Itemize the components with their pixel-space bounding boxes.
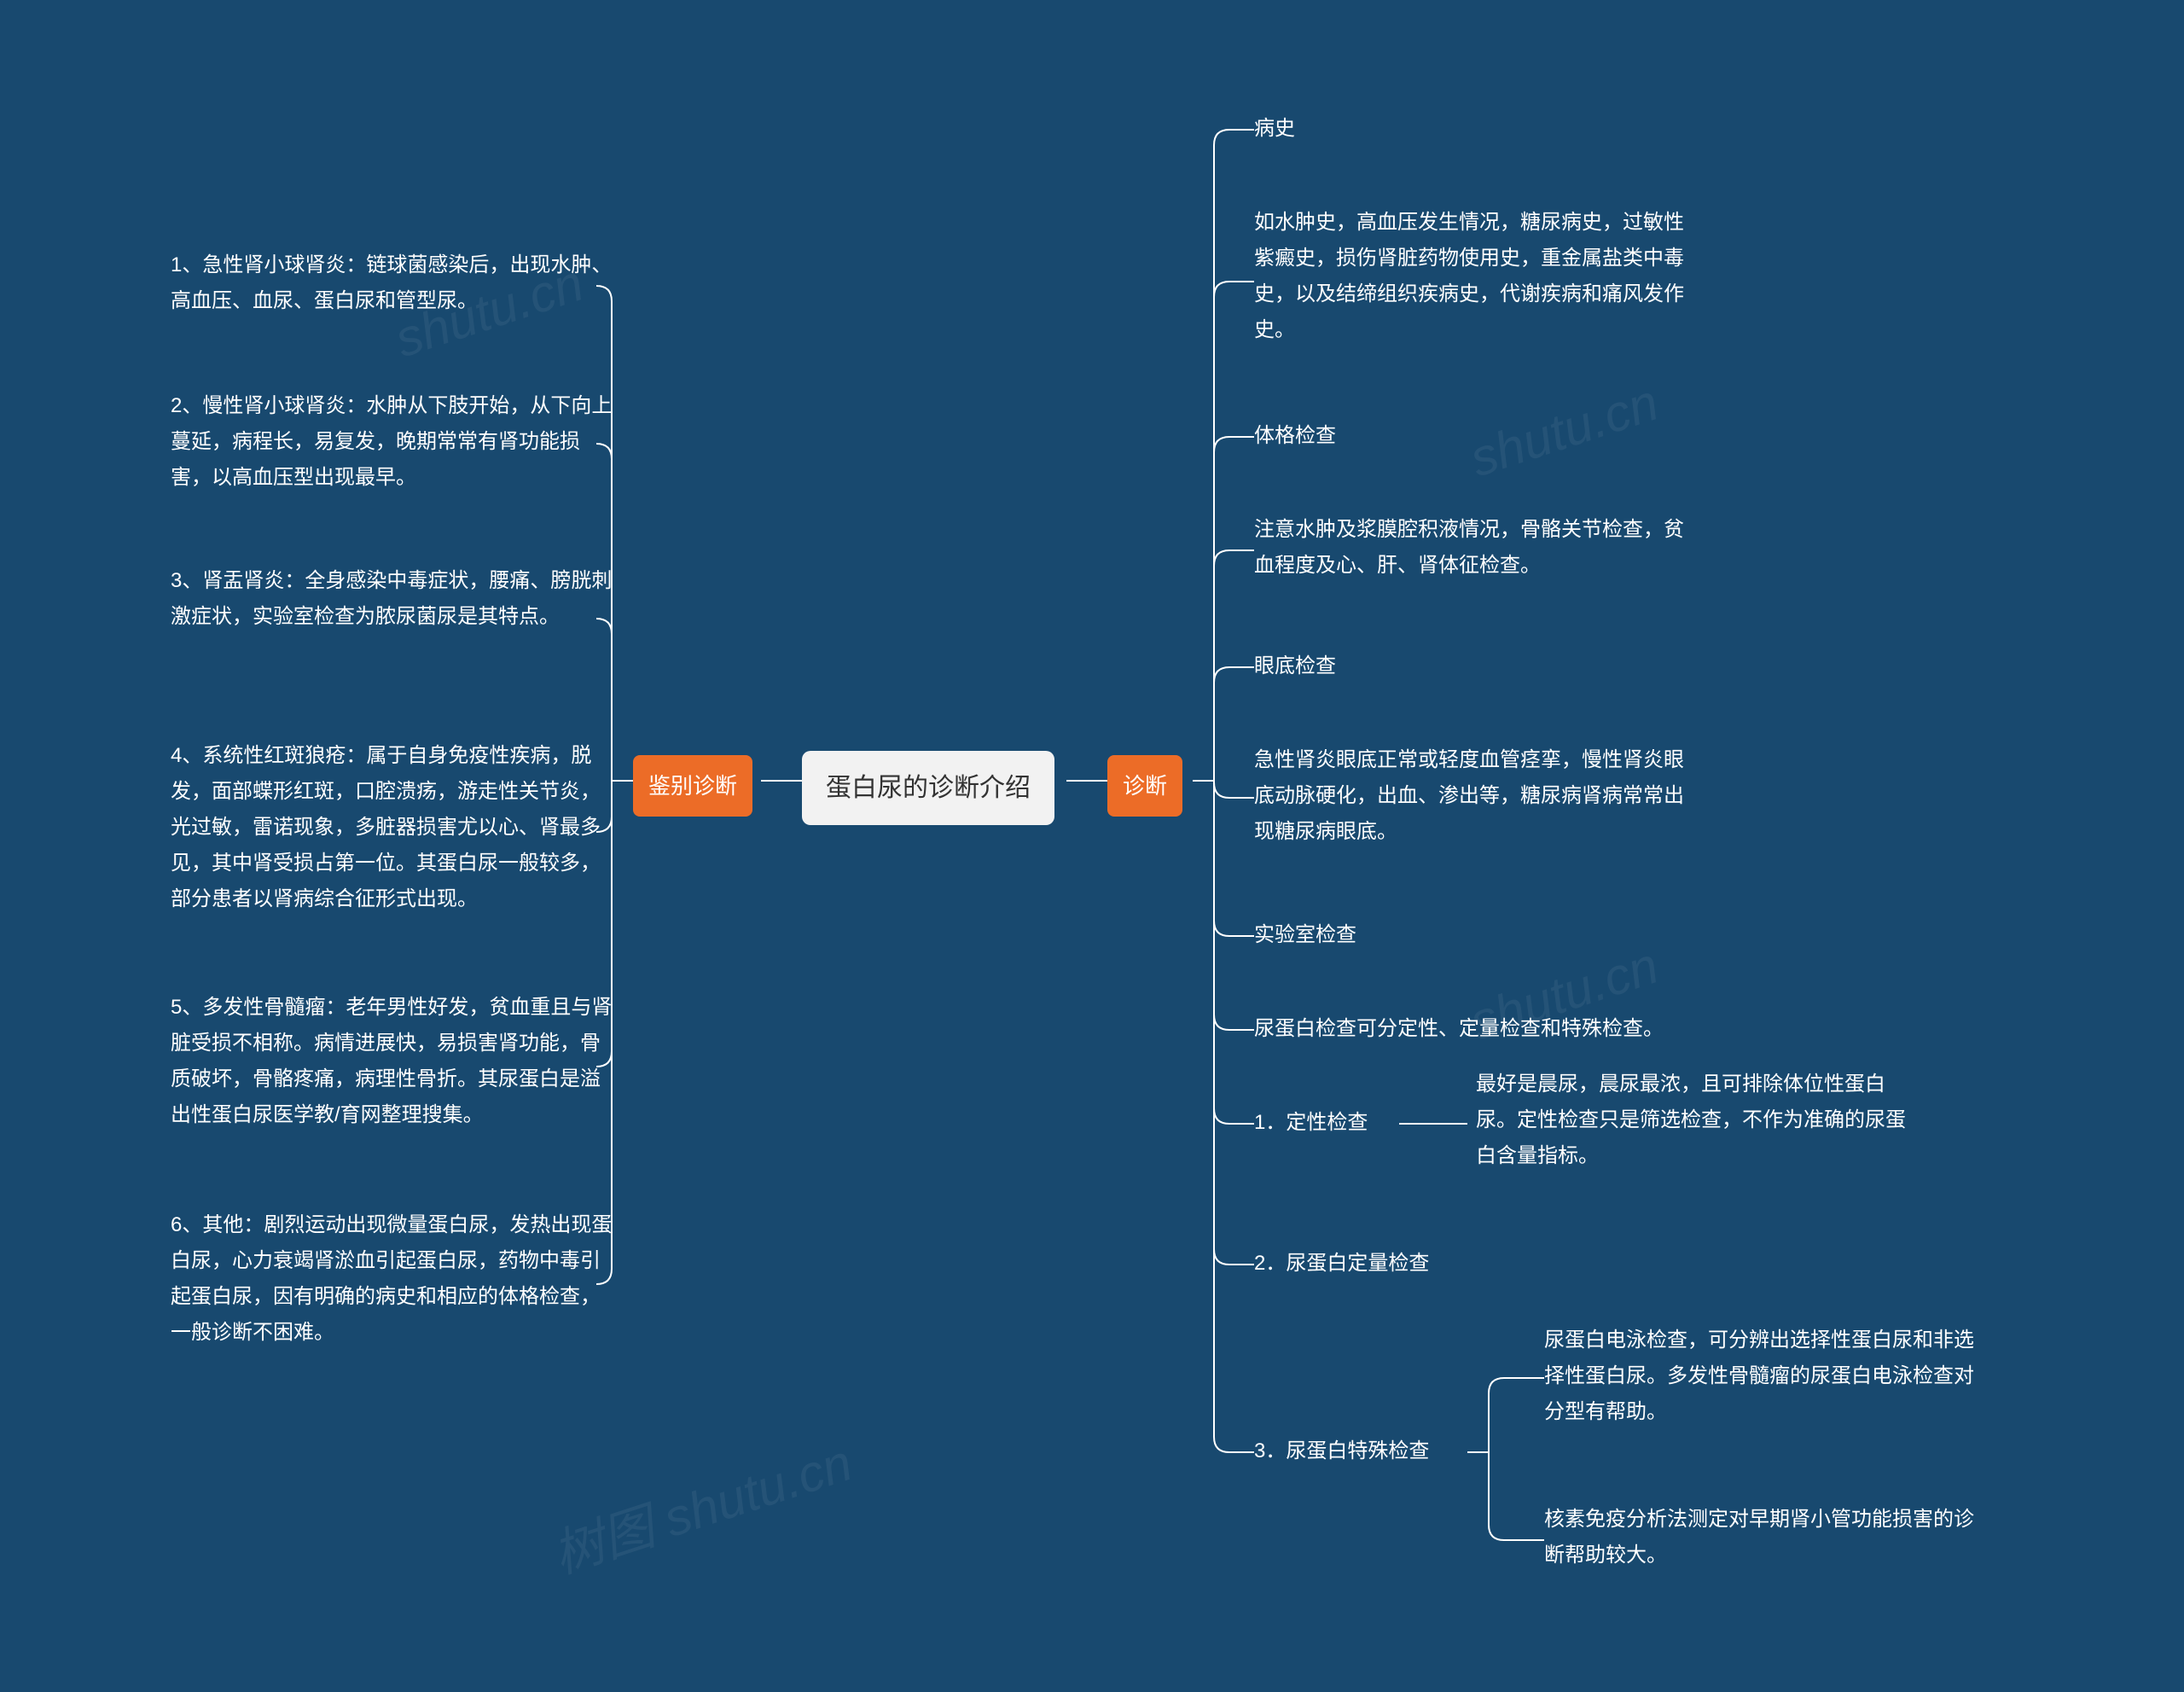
right-leaf-physical-title: 体格检查 <box>1254 418 1336 454</box>
root-node: 蛋白尿的诊断介绍 <box>802 751 1054 825</box>
branch-diagnosis: 诊断 <box>1107 755 1182 817</box>
watermark: shutu.cn <box>1463 373 1665 489</box>
right-leaf-fundus-title: 眼底检查 <box>1254 648 1336 684</box>
left-leaf-5: 5、多发性骨髓瘤：老年男性好发，贫血重且与肾脏受损不相称。病情进展快，易损害肾功… <box>171 990 614 1133</box>
left-leaf-6: 6、其他：剧烈运动出现微量蛋白尿，发热出现蛋白尿，心力衰竭肾淤血引起蛋白尿，药物… <box>171 1207 614 1351</box>
right-leaf-history-title: 病史 <box>1254 111 1295 147</box>
left-leaf-4: 4、系统性红斑狼疮：属于自身免疫性疾病，脱发，面部蝶形红斑，口腔溃疡，游走性关节… <box>171 738 614 917</box>
right-leaf-quantitative: 2．尿蛋白定量检查 <box>1254 1246 1429 1282</box>
left-leaf-1: 1、急性肾小球肾炎：链球菌感染后，出现水肿、高血压、血尿、蛋白尿和管型尿。 <box>171 247 614 319</box>
right-leaf-history-body: 如水肿史，高血压发生情况，糖尿病史，过敏性紫癜史，损伤肾脏药物使用史，重金属盐类… <box>1254 205 1698 348</box>
left-leaf-3: 3、肾盂肾炎：全身感染中毒症状，腰痛、膀胱刺激症状，实验室检查为脓尿菌尿是其特点… <box>171 563 614 635</box>
right-leaf-special-child-2: 核素免疫分析法测定对早期肾小管功能损害的诊断帮助较大。 <box>1544 1502 1988 1573</box>
right-leaf-fundus-body: 急性肾炎眼底正常或轻度血管痉挛，慢性肾炎眼底动脉硬化，出血、渗出等，糖尿病肾病常… <box>1254 742 1698 850</box>
branch-differential-diagnosis: 鉴别诊断 <box>633 755 752 817</box>
right-leaf-lab-body: 尿蛋白检查可分定性、定量检查和特殊检查。 <box>1254 1011 1664 1047</box>
right-leaf-special-child-1: 尿蛋白电泳检查，可分辨出选择性蛋白尿和非选择性蛋白尿。多发性骨髓瘤的尿蛋白电泳检… <box>1544 1323 1988 1430</box>
left-leaf-2: 2、慢性肾小球肾炎：水肿从下肢开始，从下向上蔓延，病程长，易复发，晚期常常有肾功… <box>171 388 614 496</box>
right-leaf-physical-body: 注意水肿及浆膜腔积液情况，骨骼关节检查，贫血程度及心、肝、肾体征检查。 <box>1254 512 1698 584</box>
right-leaf-qualitative: 1．定性检查 <box>1254 1105 1368 1141</box>
right-leaf-special: 3．尿蛋白特殊检查 <box>1254 1433 1429 1469</box>
watermark: 树图 shutu.cn <box>542 1422 860 1588</box>
right-leaf-qualitative-child: 最好是晨尿，晨尿最浓，且可排除体位性蛋白尿。定性检查只是筛选检查，不作为准确的尿… <box>1476 1067 1920 1174</box>
right-leaf-lab-title: 实验室检查 <box>1254 917 1356 953</box>
